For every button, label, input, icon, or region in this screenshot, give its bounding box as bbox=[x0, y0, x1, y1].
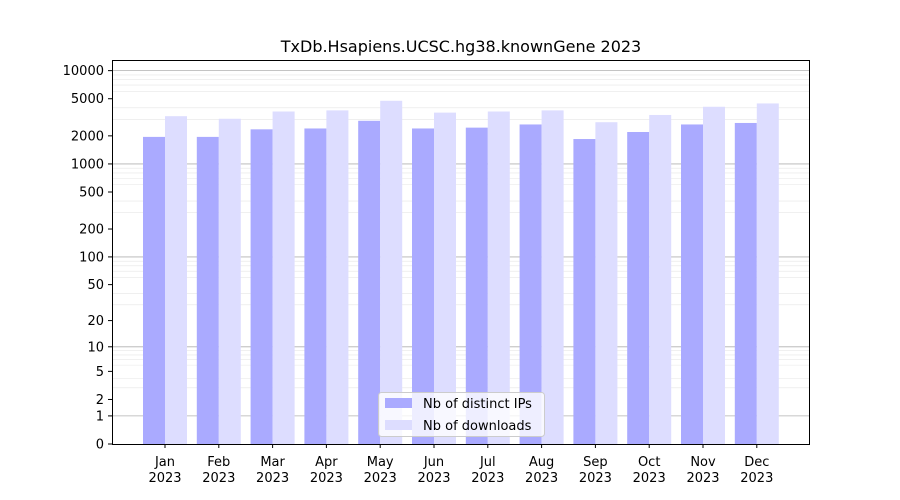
plot-frame bbox=[112, 60, 810, 445]
x-tick-label-year: 2023 bbox=[579, 471, 612, 486]
x-tick-label-year: 2023 bbox=[686, 471, 719, 486]
legend-swatch-distinct-ips bbox=[385, 398, 412, 408]
y-tick-label: 5 bbox=[96, 365, 104, 380]
x-tick-label-year: 2023 bbox=[202, 471, 235, 486]
x-tick-label-month: Apr bbox=[315, 455, 338, 470]
y-tick-label: 50 bbox=[87, 278, 104, 293]
x-tick-label-month: Jan bbox=[154, 455, 175, 470]
bar-distinct-ips bbox=[465, 127, 488, 444]
bar-distinct-ips bbox=[250, 129, 273, 445]
bar-distinct-ips bbox=[734, 122, 757, 444]
bar-downloads bbox=[595, 122, 618, 444]
y-tick-label: 2000 bbox=[71, 129, 104, 144]
legend: Nb of distinct IPs Nb of downloads bbox=[378, 392, 545, 437]
y-tick-label: 200 bbox=[79, 223, 104, 238]
x-tick-label-year: 2023 bbox=[417, 471, 450, 486]
legend-label-distinct-ips: Nb of distinct IPs bbox=[423, 397, 532, 412]
x-tick-label-month: Aug bbox=[529, 455, 554, 470]
x-tick-label-year: 2023 bbox=[633, 471, 666, 486]
bar-distinct-ips bbox=[627, 131, 650, 444]
x-tick-label-month: Oct bbox=[638, 455, 660, 470]
bar-downloads bbox=[703, 106, 725, 444]
bar-distinct-ips bbox=[681, 124, 703, 444]
bar-downloads bbox=[380, 100, 403, 445]
bar-distinct-ips bbox=[358, 120, 381, 444]
bar-distinct-ips bbox=[196, 136, 219, 444]
bars bbox=[143, 100, 779, 445]
x-tick-label-month: Nov bbox=[690, 455, 716, 470]
chart-title: TxDb.Hsapiens.UCSC.hg38.knownGene 2023 bbox=[280, 37, 641, 56]
x-axis: Jan2023Feb2023Mar2023Apr2023May2023Jun20… bbox=[148, 444, 773, 486]
x-tick-label-year: 2023 bbox=[471, 471, 504, 486]
x-tick-label-year: 2023 bbox=[740, 471, 773, 486]
y-tick-label: 20 bbox=[87, 314, 104, 329]
bar-distinct-ips bbox=[304, 128, 327, 445]
x-tick-label-month: Jun bbox=[423, 455, 444, 470]
y-tick-label: 100 bbox=[79, 250, 104, 265]
bar-distinct-ips bbox=[573, 139, 596, 444]
y-tick-label: 2 bbox=[96, 393, 104, 408]
bar-downloads bbox=[541, 110, 564, 445]
y-tick-label: 10 bbox=[87, 340, 104, 355]
bar-downloads bbox=[487, 111, 510, 444]
legend-label-downloads: Nb of downloads bbox=[423, 419, 532, 434]
bar-downloads bbox=[326, 110, 349, 445]
bar-downloads bbox=[218, 118, 241, 444]
y-tick-label: 0 bbox=[96, 438, 104, 453]
legend-swatch-downloads bbox=[385, 420, 412, 430]
y-tick-label: 5000 bbox=[71, 92, 104, 107]
y-tick-label: 10000 bbox=[63, 64, 104, 79]
x-tick-label-month: Feb bbox=[207, 455, 230, 470]
x-tick-label-year: 2023 bbox=[256, 471, 289, 486]
x-tick-label-year: 2023 bbox=[310, 471, 343, 486]
legend-box bbox=[378, 392, 545, 437]
bar-downloads bbox=[272, 111, 295, 444]
bar-downloads bbox=[165, 116, 187, 444]
x-tick-label-month: Sep bbox=[583, 455, 608, 470]
y-axis: 0 12 5 10 20 50 100 200 500 1000 2000 5000 10000 bbox=[63, 64, 112, 453]
y-tick-label: 1000 bbox=[71, 157, 104, 172]
bar-distinct-ips bbox=[143, 136, 165, 444]
bar-distinct-ips bbox=[519, 124, 542, 444]
x-tick-label-year: 2023 bbox=[148, 471, 181, 486]
x-tick-label-month: Mar bbox=[260, 455, 285, 470]
y-tick-label: 1 bbox=[96, 409, 104, 424]
bar-downloads bbox=[649, 114, 672, 444]
x-tick-label-month: May bbox=[367, 455, 394, 470]
bar-downloads bbox=[434, 112, 456, 444]
bar-downloads bbox=[756, 103, 779, 444]
y-tick-label: 500 bbox=[79, 185, 104, 200]
x-tick-label-year: 2023 bbox=[525, 471, 558, 486]
x-tick-label-year: 2023 bbox=[364, 471, 397, 486]
x-tick-label-month: Dec bbox=[744, 455, 769, 470]
bar-distinct-ips bbox=[412, 128, 434, 445]
x-tick-label-month: Jul bbox=[479, 455, 496, 470]
